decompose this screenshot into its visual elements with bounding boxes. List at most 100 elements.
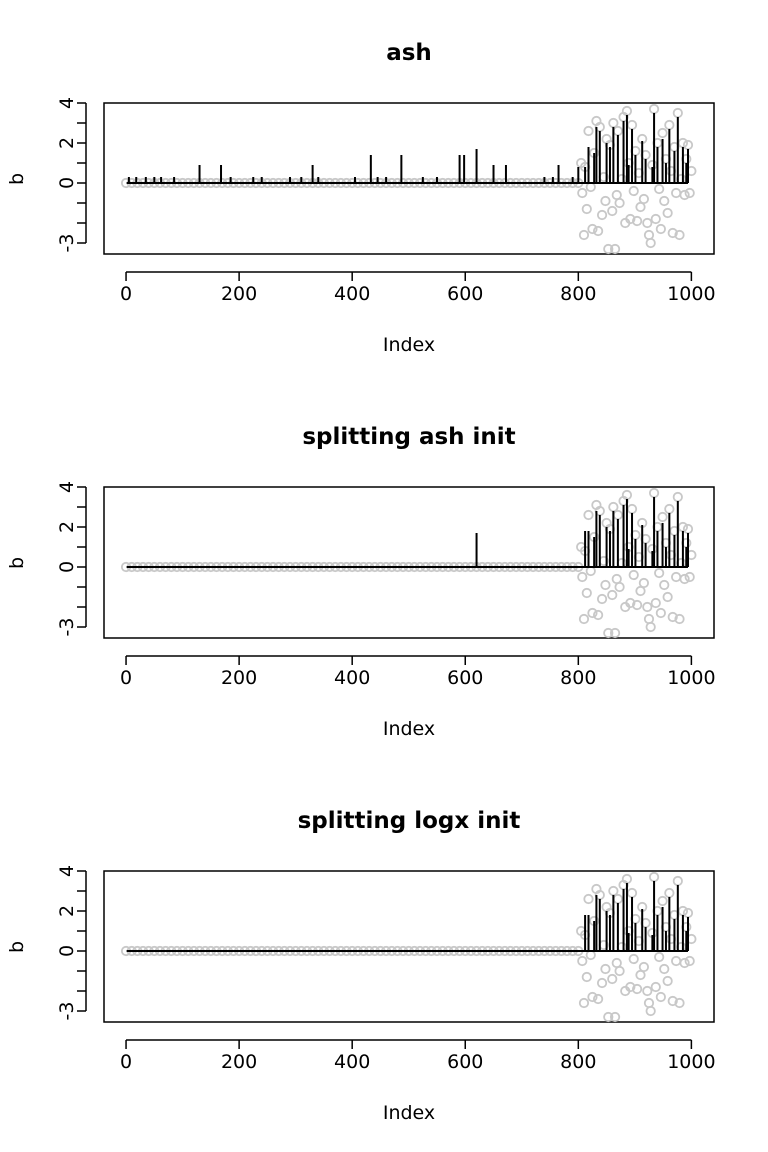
data-point [671,187,682,199]
data-point [684,955,695,967]
x-tick-label: 1000 [667,1051,715,1073]
data-point [608,501,619,513]
data-point [585,949,596,961]
data-point [682,907,694,919]
data-point [608,885,619,897]
data-point [614,197,625,209]
data-point [600,195,611,207]
data-point [603,1011,614,1023]
data-point [596,209,608,221]
data-point [581,203,592,215]
data-point [638,961,649,973]
data-point [664,119,675,131]
data-point [625,213,636,225]
data-point [581,971,592,983]
data-point [667,995,678,1007]
data-point [614,581,625,593]
data-point [609,627,621,639]
data-point [662,591,673,603]
data-point [655,607,666,619]
data-point [648,487,660,499]
data-point [682,523,694,535]
data-point [614,965,625,977]
data-point [674,997,685,1009]
x-tick-label: 200 [221,667,257,689]
data-point [632,983,643,995]
data-point [616,173,627,185]
data-point [654,183,665,195]
data-point [581,587,592,599]
data-point [628,569,639,581]
data-point [645,621,656,633]
x-tick-label: 800 [560,667,596,689]
data-point [645,1005,656,1017]
data-point [612,509,623,521]
chart-title: splitting ash init [302,424,515,450]
data-point [643,229,655,241]
data-point [638,577,649,589]
data-point [593,993,604,1005]
x-tick-label: 600 [447,283,483,305]
data-point [593,609,604,621]
data-point [648,871,660,883]
x-tick-label: 200 [221,283,257,305]
y-tick-label: 2 [56,521,78,533]
data-point [632,215,643,227]
y-tick-label: 2 [56,905,78,917]
data-point [679,573,690,585]
x-tick-label: 1000 [667,283,715,305]
y-tick-label: -3 [56,1002,78,1021]
data-point [684,187,695,199]
data-point [596,977,608,989]
data-point [593,225,604,237]
data-point [607,205,618,217]
plot-box [103,870,715,1023]
x-tick-label: 800 [560,1051,596,1073]
data-point [616,557,627,569]
data-point [628,953,639,965]
data-point [628,185,639,197]
data-point [603,243,614,255]
data-point [657,127,668,139]
data-point [609,1011,621,1023]
y-tick-label: 4 [56,97,78,109]
data-point [616,941,627,953]
data-point [642,601,653,613]
y-tick-label: 0 [56,177,78,189]
data-point [677,905,689,917]
data-point [648,103,660,115]
data-point [596,593,608,605]
data-point [659,963,670,975]
chart-title: splitting logx init [298,808,521,834]
data-point [655,991,666,1003]
data-point [578,613,590,625]
y-axis-label: b [6,941,28,953]
data-point [603,627,614,639]
data-point [600,579,611,591]
data-point [626,887,638,899]
data-point [679,957,690,969]
data-point [642,217,653,229]
data-point [577,571,588,583]
plot-box [103,486,715,639]
data-point [667,227,678,239]
data-point [650,597,661,609]
data-point [608,117,619,129]
data-point [578,229,590,241]
data-point [672,491,683,503]
data-point [654,567,665,579]
data-point [655,223,666,235]
data-point [674,613,685,625]
x-tick-label: 600 [447,1051,483,1073]
data-point [643,997,655,1009]
x-tick-label: 600 [447,667,483,689]
y-tick-label: 0 [56,561,78,573]
x-axis-label: Index [383,334,435,356]
x-tick-label: 400 [334,283,370,305]
x-tick-label: 0 [120,667,132,689]
x-tick-label: 200 [221,1051,257,1073]
data-point [625,597,636,609]
data-point [659,195,670,207]
data-point [643,613,655,625]
